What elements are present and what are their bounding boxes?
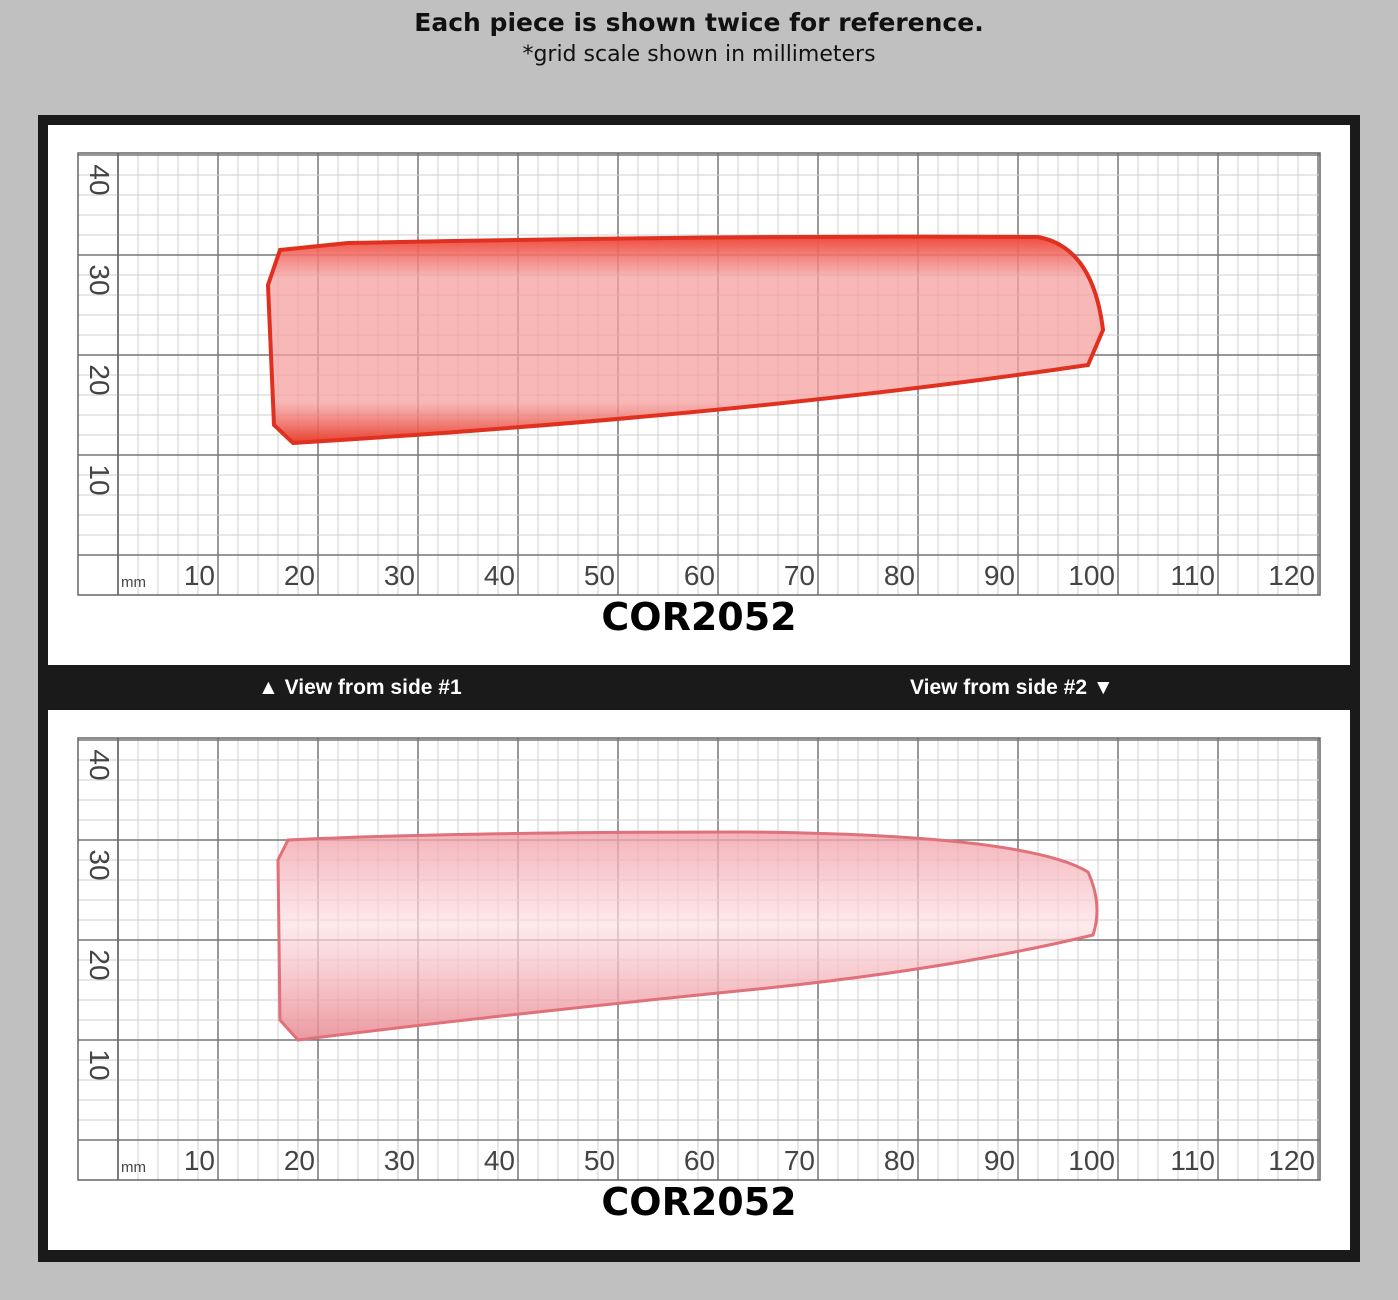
unit-label: mm [121,574,146,591]
grid-border [77,737,1321,1181]
x-label: 100 [1068,1145,1115,1176]
x-label: 70 [784,1145,815,1176]
x-label: 10 [184,560,215,591]
y-label: 10 [84,1049,115,1080]
x-label: 20 [284,1145,315,1176]
x-label: 120 [1268,560,1315,591]
product-code: COR2052 [601,1180,796,1224]
crystal [265,234,1106,446]
x-label: 30 [384,560,415,591]
x-label: 60 [684,1145,715,1176]
x-label: 100 [1068,560,1115,591]
x-label: 80 [884,1145,915,1176]
x-label: 20 [284,560,315,591]
x-label: 90 [984,560,1015,591]
x-label: 80 [884,560,915,591]
y-label: 30 [84,849,115,880]
x-label: 90 [984,1145,1015,1176]
subtitle: *grid scale shown in millimeters [522,42,876,67]
x-label: 10 [184,1145,215,1176]
y-label: 40 [84,749,115,780]
product-code: COR2052 [601,595,796,639]
y-label: 40 [84,164,115,195]
x-label: 40 [484,560,515,591]
divider-right: View from side #2 ▼ [910,676,1114,699]
x-label: 110 [1170,560,1215,591]
y-label: 20 [84,949,115,980]
title: Each piece is shown twice for reference. [414,8,984,37]
panel: mm 10 20 30 40 50 60 70 80 90 100 110 120 40 30 20 10 CO… [48,710,1350,1250]
panel: mm 10 20 30 40 50 60 70 80 90 100 110 120 40 30 20 10 CO… [48,125,1350,665]
y-label: 20 [84,364,115,395]
x-label: 120 [1268,1145,1315,1176]
y-label: 10 [84,464,115,495]
x-label: 50 [584,1145,615,1176]
grid-border [77,152,1321,596]
x-label: 60 [684,560,715,591]
divider-left: ▲ View from side #1 [258,676,462,699]
unit-label: mm [121,1159,146,1176]
x-label: 110 [1170,1145,1215,1176]
crystal [276,830,1099,1042]
x-label: 50 [584,560,615,591]
x-label: 70 [784,560,815,591]
y-label: 30 [84,264,115,295]
x-label: 40 [484,1145,515,1176]
x-label: 30 [384,1145,415,1176]
